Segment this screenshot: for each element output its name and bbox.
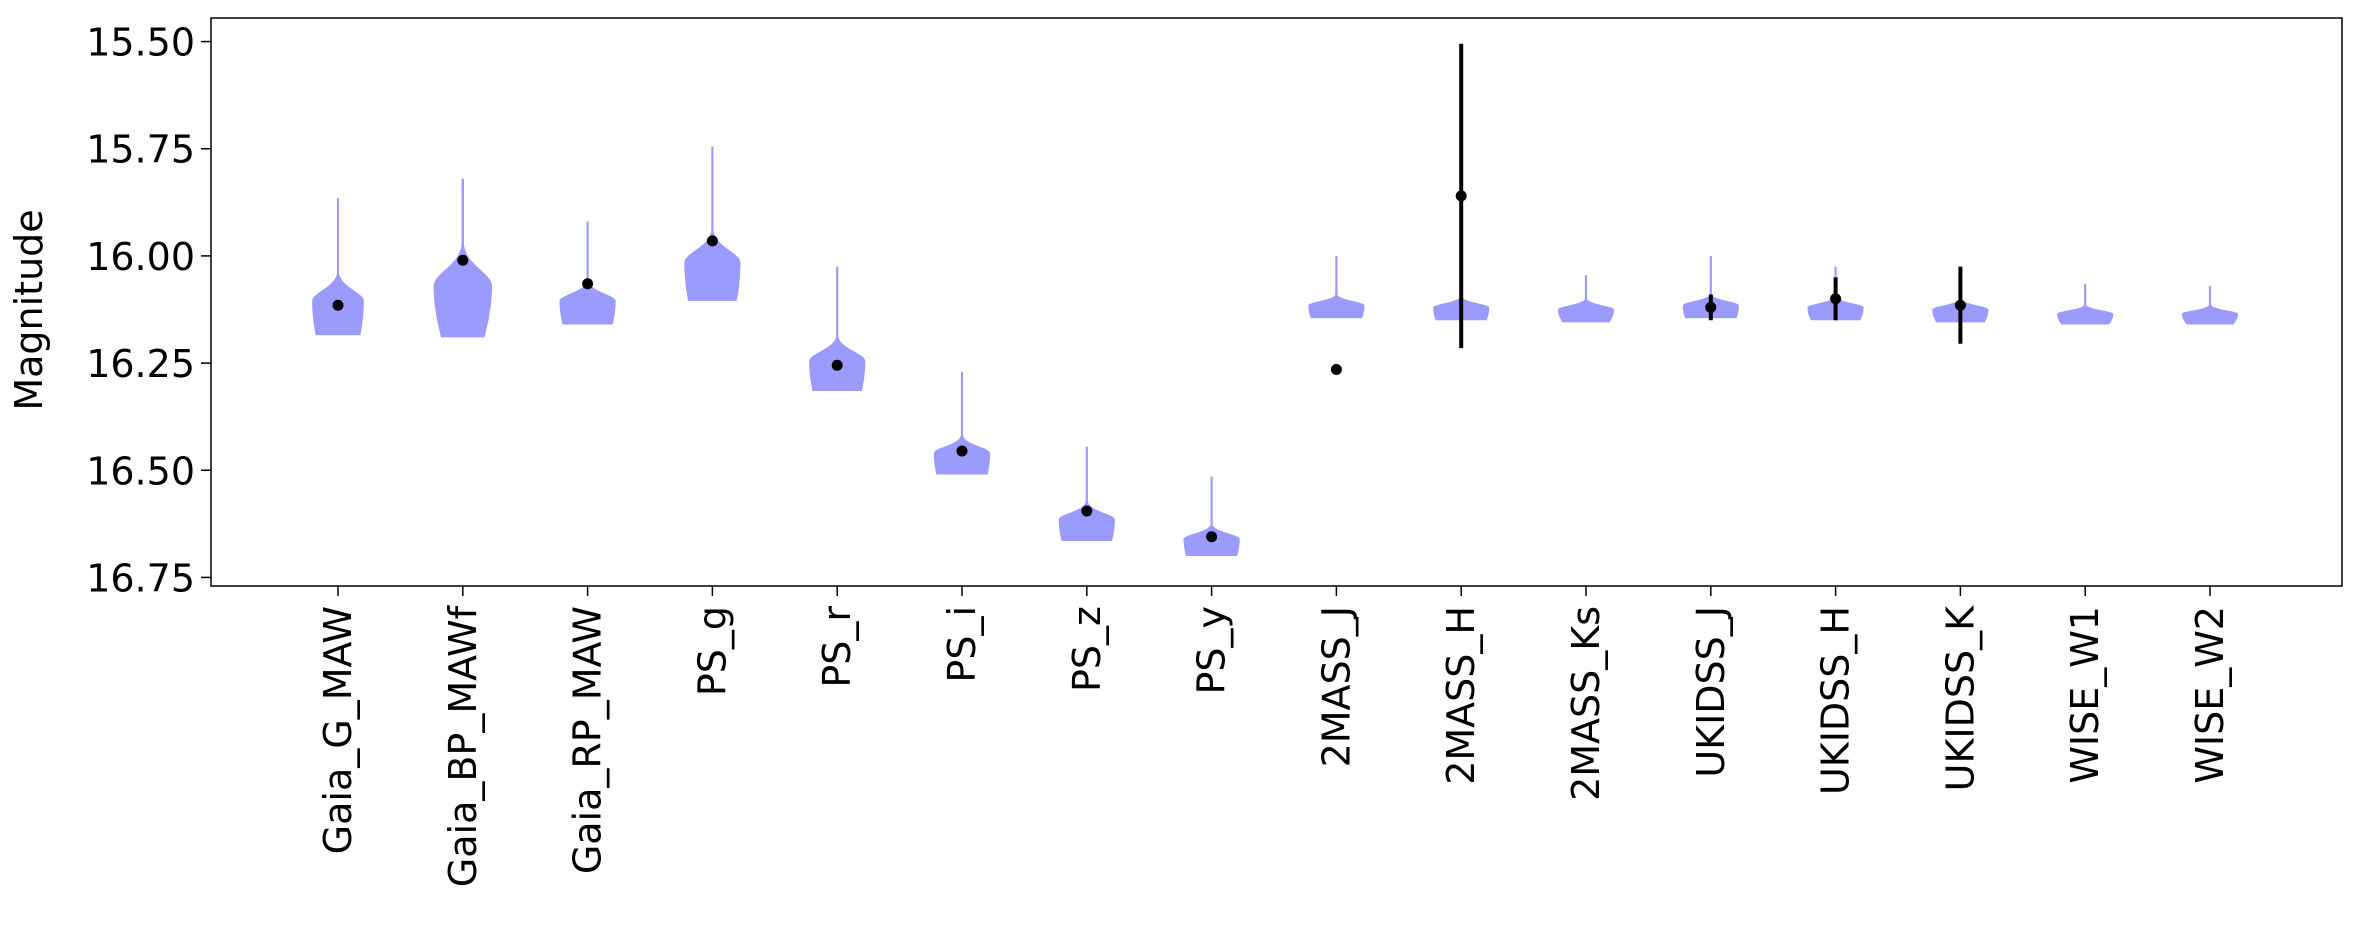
x-tick-label: Gaia_RP_MAW	[566, 606, 610, 874]
violin-PS_y	[1183, 476, 1240, 556]
data-point-PS_z	[1081, 505, 1093, 517]
plot-frame	[210, 17, 2343, 587]
y-tick-label: 15.50	[86, 21, 195, 65]
x-tick-label: UKIDSS_J	[1689, 606, 1733, 778]
x-tick-label: 2MASS_J	[1314, 606, 1358, 767]
x-tick-label: Gaia_BP_MAWf	[441, 604, 485, 887]
violin-UKIDSS_J	[1682, 255, 1739, 319]
violin-Gaia_G_MAW	[312, 198, 364, 336]
violin-PS_i	[933, 371, 991, 475]
data-point-2MASS_J	[1330, 364, 1342, 376]
x-tick-label: 2MASS_H	[1439, 606, 1483, 785]
x-tick-label: PS_r	[815, 606, 859, 688]
x-tick-label: WISE_W2	[2188, 606, 2232, 784]
x-tick-label: 2MASS_Ks	[1564, 606, 1608, 801]
y-tick-label: 15.75	[86, 128, 195, 172]
data-point-UKIDSS_K	[1954, 299, 1966, 311]
data-point-Gaia_BP_MAWf	[457, 254, 469, 266]
x-tick-label: PS_g	[690, 606, 734, 696]
data-point-2MASS_H	[1455, 190, 1467, 202]
data-point-PS_y	[1206, 531, 1218, 543]
violin-2MASS_Ks	[1557, 275, 1615, 323]
data-point-UKIDSS_H	[1830, 293, 1842, 305]
data-point-PS_i	[956, 445, 968, 457]
violin-PS_g	[684, 146, 741, 301]
y-tick-label: 16.25	[86, 342, 195, 386]
violin-PS_r	[809, 266, 866, 391]
y-tick-label: 16.75	[86, 556, 195, 600]
violin-WISE_W2	[2181, 285, 2239, 325]
x-tick-label: UKIDSS_K	[1938, 605, 1982, 791]
data-point-PS_r	[831, 359, 843, 371]
x-tick-label: UKIDSS_H	[1814, 606, 1858, 795]
data-point-UKIDSS_J	[1705, 301, 1717, 313]
x-tick-label: Gaia_G_MAW	[316, 606, 360, 854]
x-tick-label: PS_y	[1190, 606, 1234, 695]
violin-PS_z	[1058, 446, 1115, 541]
x-tick-label: PS_i	[940, 606, 984, 683]
data-point-Gaia_G_MAW	[332, 299, 344, 311]
x-tick-label: WISE_W1	[2063, 606, 2107, 784]
y-tick-label: 16.50	[86, 449, 195, 493]
data-point-Gaia_RP_MAW	[582, 278, 594, 290]
x-tick-label: PS_z	[1065, 606, 1109, 692]
violin-WISE_W1	[2057, 283, 2114, 325]
violin-Gaia_RP_MAW	[559, 221, 616, 325]
y-tick-label: 16.00	[86, 235, 195, 279]
y-axis-label: Magnitude	[7, 209, 51, 410]
violin-2MASS_J	[1308, 255, 1365, 319]
data-point-PS_g	[706, 235, 718, 247]
